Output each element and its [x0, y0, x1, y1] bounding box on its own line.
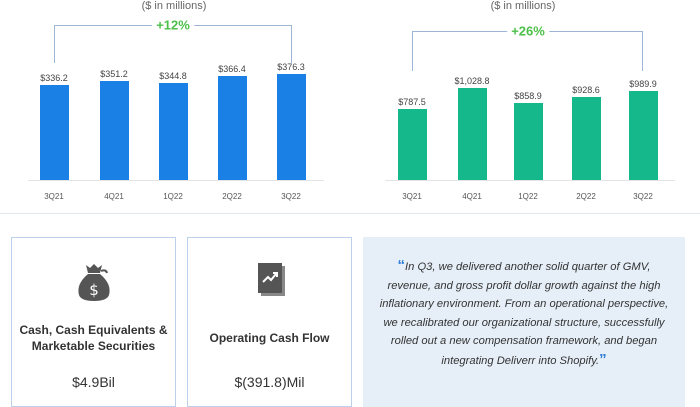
data-label: $928.6: [572, 84, 600, 95]
chart-subtitle: ($ in millions): [490, 0, 556, 12]
bar-3Q21: [397, 109, 427, 180]
bar-1Q22: [513, 102, 543, 180]
bar-4Q21: [457, 87, 487, 180]
card-value: $4.9Bil: [72, 374, 115, 390]
data-label: $1,028.8: [454, 75, 490, 86]
bar-3Q21: [39, 85, 69, 180]
bar-4Q21: [99, 80, 129, 180]
growth-label: +26%: [507, 23, 549, 39]
x-axis: [28, 180, 324, 181]
bar-3Q22: [628, 91, 658, 180]
svg-text:$: $: [89, 281, 99, 299]
ceo-quote: “In Q3, we delivered another solid quart…: [363, 237, 685, 407]
data-label: $787.5: [398, 97, 426, 108]
chart-subtitle: ($ in millions): [141, 0, 207, 12]
x-tick-label: 3Q21: [402, 192, 422, 201]
bar-1Q22: [158, 82, 188, 180]
chart-document-icon: [258, 263, 285, 296]
money-bag-icon: $: [78, 264, 110, 301]
x-tick-label: 2Q22: [222, 192, 242, 201]
x-axis: [385, 180, 675, 181]
open-quote-mark: “: [397, 257, 406, 274]
x-tick-label: 1Q22: [518, 192, 538, 201]
cash-card: $ Cash, Cash Equivalents & Marketable Se…: [11, 237, 176, 407]
x-tick-label: 3Q22: [281, 192, 301, 201]
growth-label: +12%: [152, 17, 194, 33]
x-tick-label: 4Q21: [104, 192, 124, 201]
x-tick-label: 3Q21: [44, 192, 64, 201]
x-tick-label: 3Q22: [633, 192, 653, 201]
data-label: $376.3: [277, 61, 305, 72]
close-quote-mark: ”: [599, 350, 607, 368]
bar-2Q22: [571, 96, 601, 180]
data-label: $344.8: [159, 70, 187, 81]
data-label: $366.4: [218, 64, 246, 75]
bar-2Q22: [217, 76, 247, 180]
quote-text: In Q3, we delivered another solid quarte…: [379, 261, 669, 367]
data-label: $858.9: [514, 90, 542, 101]
data-label: $989.9: [629, 79, 657, 90]
operating-cash-flow-card: Operating Cash Flow $(391.8)Mil: [187, 237, 352, 407]
x-tick-label: 2Q22: [576, 192, 596, 201]
card-title: Cash, Cash Equivalents & Marketable Secu…: [19, 323, 168, 353]
card-value: $(391.8)Mil: [234, 374, 305, 390]
x-tick-label: 4Q21: [462, 192, 482, 201]
section-divider: [0, 213, 700, 214]
x-tick-label: 1Q22: [163, 192, 183, 201]
data-label: $351.2: [100, 68, 128, 79]
bar-3Q22: [276, 73, 306, 180]
data-label: $336.2: [40, 73, 68, 84]
card-title: Operating Cash Flow: [209, 331, 330, 345]
